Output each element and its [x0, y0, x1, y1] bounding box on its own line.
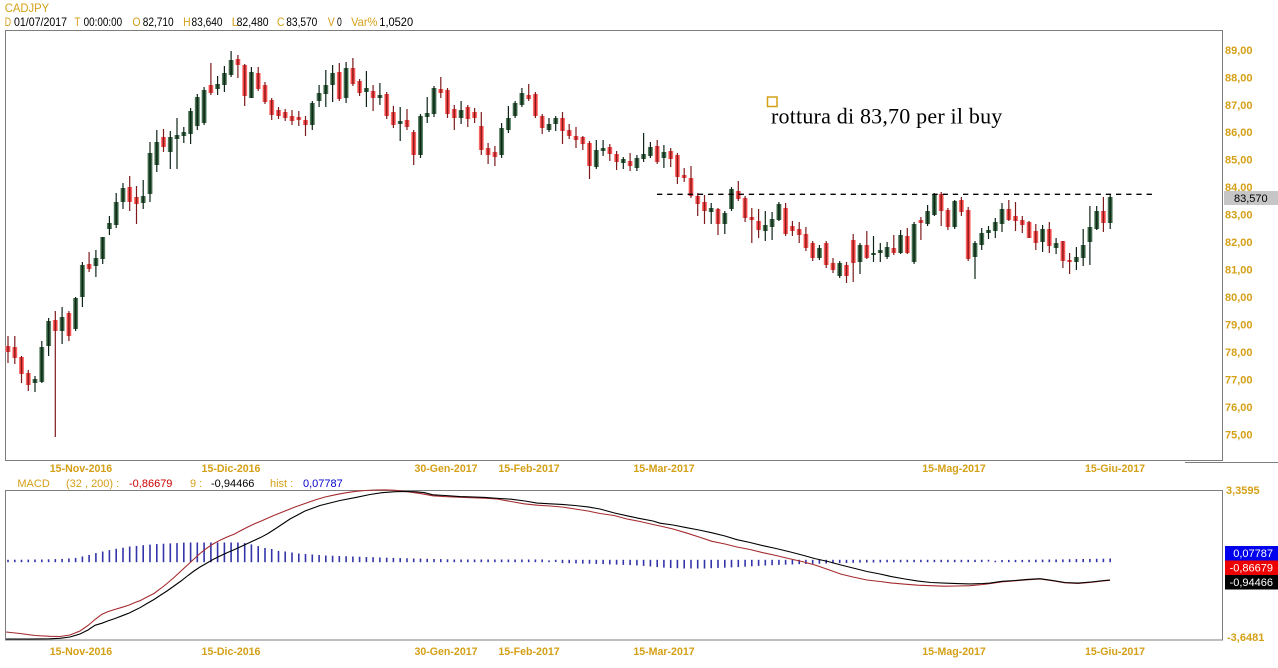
svg-text:00:00:00: 00:00:00: [84, 15, 123, 29]
svg-text:82,710: 82,710: [143, 15, 174, 29]
svg-text:77,00: 77,00: [1225, 375, 1253, 387]
svg-text:0,07787: 0,07787: [303, 478, 343, 490]
svg-text:Var%: Var%: [351, 15, 378, 29]
svg-text:83,640: 83,640: [192, 15, 223, 29]
svg-text:9 :: 9 :: [190, 478, 202, 490]
svg-text:-0,94466: -0,94466: [1230, 577, 1273, 589]
svg-text:rottura di 83,70 per il buy: rottura di 83,70 per il buy: [771, 104, 1002, 129]
svg-text:82,00: 82,00: [1225, 237, 1253, 249]
svg-text:15-Mar-2017: 15-Mar-2017: [633, 646, 694, 658]
svg-text:15-Nov-2016: 15-Nov-2016: [50, 463, 113, 475]
svg-text:15-Dic-2016: 15-Dic-2016: [202, 646, 261, 658]
svg-text:15-Giu-2017: 15-Giu-2017: [1085, 463, 1145, 475]
svg-text:01/07/2017: 01/07/2017: [14, 15, 67, 29]
svg-text:86,00: 86,00: [1225, 127, 1253, 139]
svg-text:82,480: 82,480: [237, 15, 269, 29]
svg-text:(32 , 200) :: (32 , 200) :: [66, 478, 119, 490]
svg-text:CADJPY: CADJPY: [5, 1, 50, 15]
svg-text:83,00: 83,00: [1225, 210, 1253, 222]
svg-text:76,00: 76,00: [1225, 402, 1253, 414]
svg-text:15-Mar-2017: 15-Mar-2017: [633, 463, 694, 475]
svg-text:-0,86679: -0,86679: [1230, 563, 1273, 575]
svg-text:V: V: [328, 15, 335, 29]
svg-text:0: 0: [337, 15, 342, 29]
svg-text:-0,94466: -0,94466: [211, 478, 254, 490]
svg-text:15-Dic-2016: 15-Dic-2016: [202, 463, 261, 475]
svg-text:0,07787: 0,07787: [1233, 548, 1273, 560]
svg-text:87,00: 87,00: [1225, 100, 1253, 112]
svg-text:D: D: [5, 15, 12, 29]
svg-text:H: H: [183, 15, 191, 29]
svg-text:15-Feb-2017: 15-Feb-2017: [498, 646, 559, 658]
svg-text:88,00: 88,00: [1225, 72, 1253, 84]
svg-text:hist :: hist :: [270, 478, 293, 490]
svg-text:L: L: [232, 15, 239, 29]
svg-text:83,570: 83,570: [1234, 193, 1268, 205]
svg-text:79,00: 79,00: [1225, 320, 1253, 332]
svg-text:O: O: [132, 15, 140, 29]
svg-text:-0,86679: -0,86679: [129, 478, 172, 490]
svg-text:81,00: 81,00: [1225, 265, 1253, 277]
svg-text:1,0520: 1,0520: [379, 15, 413, 29]
svg-text:3,3595: 3,3595: [1226, 485, 1260, 497]
svg-text:75,00: 75,00: [1225, 430, 1253, 442]
svg-text:MACD: MACD: [17, 478, 49, 490]
svg-text:15-Mag-2017: 15-Mag-2017: [922, 646, 986, 658]
svg-text:T: T: [74, 15, 81, 29]
svg-text:80,00: 80,00: [1225, 292, 1253, 304]
svg-text:15-Mag-2017: 15-Mag-2017: [922, 463, 986, 475]
svg-text:85,00: 85,00: [1225, 155, 1253, 167]
svg-text:83,570: 83,570: [286, 15, 317, 29]
svg-text:30-Gen-2017: 30-Gen-2017: [414, 463, 477, 475]
svg-text:30-Gen-2017: 30-Gen-2017: [414, 646, 477, 658]
svg-text:78,00: 78,00: [1225, 347, 1253, 359]
svg-text:89,00: 89,00: [1225, 45, 1253, 57]
svg-text:C: C: [277, 15, 285, 29]
svg-text:15-Giu-2017: 15-Giu-2017: [1085, 646, 1145, 658]
svg-text:-3,6481: -3,6481: [1227, 632, 1264, 644]
svg-text:15-Feb-2017: 15-Feb-2017: [498, 463, 559, 475]
svg-text:15-Nov-2016: 15-Nov-2016: [50, 646, 113, 658]
